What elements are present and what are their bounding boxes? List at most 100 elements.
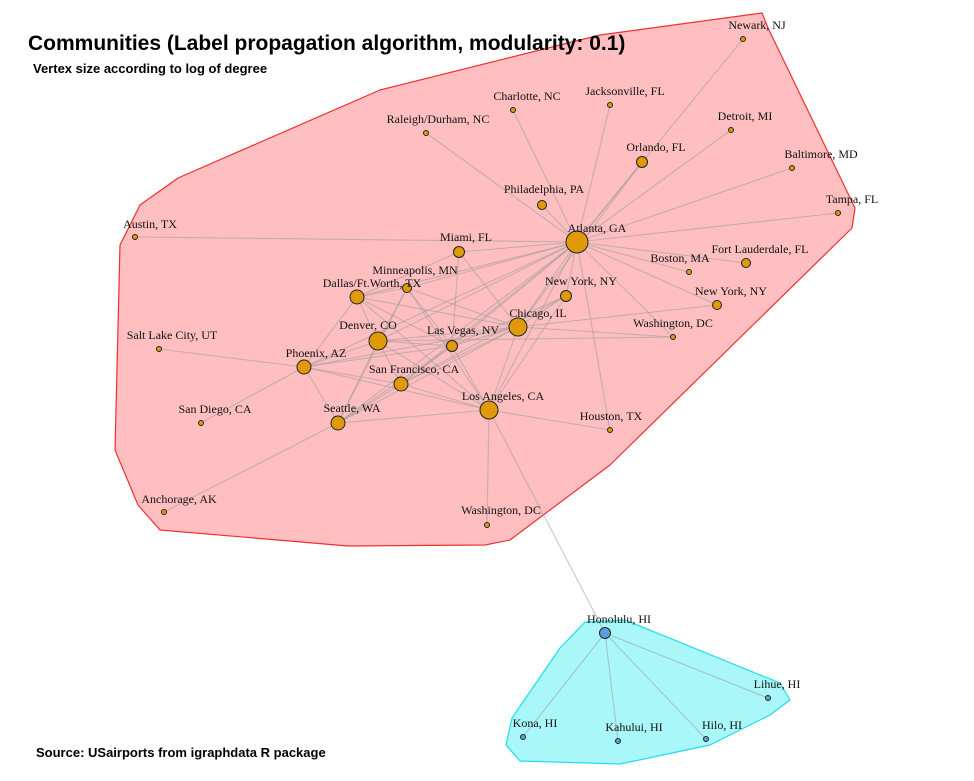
edge-lax-jfk	[488, 295, 567, 411]
edge-dfw-las	[356, 296, 453, 347]
node-aus[interactable]	[132, 234, 138, 240]
node-jfk[interactable]	[560, 290, 572, 302]
node-msp[interactable]	[402, 283, 412, 293]
nodes-layer	[132, 36, 841, 744]
edge-atl-rdu	[425, 132, 578, 243]
edge-atl-dca	[576, 241, 674, 338]
node-lax[interactable]	[479, 400, 499, 420]
node-label-clt: Charlotte, NC	[493, 89, 560, 103]
node-fll[interactable]	[741, 258, 751, 268]
edge-hnl-ogg	[604, 632, 619, 742]
node-label-ito: Hilo, HI	[702, 718, 742, 732]
node-koa[interactable]	[520, 734, 526, 740]
edge-chi-msp	[406, 287, 519, 328]
node-label-lax: Los Angeles, CA	[462, 389, 545, 403]
edge-chi-jfk	[517, 295, 567, 328]
edge-chi-lax	[488, 326, 519, 411]
node-rdu[interactable]	[423, 130, 429, 136]
node-atl[interactable]	[565, 230, 589, 254]
node-tpa[interactable]	[835, 210, 841, 216]
edge-dfw-msp	[356, 287, 408, 298]
node-chi[interactable]	[508, 317, 528, 337]
node-iah[interactable]	[607, 427, 613, 433]
node-label-anc: Anchorage, AK	[141, 492, 217, 506]
edge-atl-phx	[303, 241, 578, 368]
node-ogg[interactable]	[615, 738, 621, 744]
edge-las-msp	[406, 287, 453, 347]
node-label-dtw: Detroit, MI	[718, 109, 773, 123]
node-label-iad: Washington, DC	[461, 503, 541, 517]
node-label-iah: Houston, TX	[580, 409, 643, 423]
node-label-lga: New York, NY	[695, 284, 767, 298]
edge-lax-den	[377, 340, 490, 411]
node-dtw[interactable]	[728, 127, 734, 133]
edge-chi-mia	[458, 251, 519, 328]
source-note: Source: USairports from igraphdata R pac…	[36, 745, 326, 760]
edge-atl-lga	[576, 241, 718, 306]
edge-lax-iah	[488, 409, 611, 431]
edge-atl-bos	[576, 241, 690, 273]
node-label-fll: Fort Lauderdale, FL	[712, 242, 809, 256]
node-las[interactable]	[446, 340, 458, 352]
edge-lax-sfo	[400, 383, 490, 411]
node-bwi[interactable]	[789, 165, 795, 171]
edge-lax-las	[451, 345, 490, 411]
node-label-slc: Salt Lake City, UT	[127, 328, 218, 342]
node-label-mia: Miami, FL	[440, 230, 492, 244]
community-hull-mainland	[114, 12, 856, 547]
node-anc[interactable]	[161, 509, 167, 515]
node-jax[interactable]	[607, 102, 613, 108]
edge-atl-fll	[576, 241, 747, 264]
node-mia[interactable]	[453, 246, 465, 258]
node-label-bos: Boston, MA	[650, 251, 710, 265]
edge-phx-sfo	[303, 366, 402, 385]
node-label-msp: Minneapolis, MN	[372, 263, 458, 277]
node-san[interactable]	[198, 420, 204, 426]
node-dfw[interactable]	[349, 289, 365, 305]
node-iad[interactable]	[484, 522, 490, 528]
edge-chi-phx	[303, 326, 519, 368]
node-label-tpa: Tampa, FL	[826, 192, 878, 206]
node-label-phl: Philadelphia, PA	[504, 182, 585, 196]
node-label-dca: Washington, DC	[633, 316, 713, 330]
chart-title: Communities (Label propagation algorithm…	[28, 32, 625, 55]
edge-sea-msp	[337, 287, 408, 424]
edge-phx-san	[200, 366, 305, 424]
node-ewr[interactable]	[740, 36, 746, 42]
edge-hnl-ito	[604, 632, 707, 740]
node-label-lih: Lihue, HI	[754, 677, 801, 691]
edge-atl-jax	[576, 104, 611, 243]
node-ito[interactable]	[703, 736, 709, 742]
node-label-san: San Diego, CA	[179, 402, 252, 416]
edge-atl-tpa	[576, 212, 839, 243]
node-label-ewr: Newark, NJ	[728, 18, 786, 32]
edge-atl-clt	[512, 109, 578, 243]
node-lga[interactable]	[712, 300, 722, 310]
node-lih[interactable]	[765, 695, 771, 701]
node-label-sea: Seattle, WA	[323, 401, 380, 415]
node-label-rdu: Raleigh/Durham, NC	[387, 112, 490, 126]
edge-atl-dtw	[576, 129, 732, 243]
edge-atl-dfw	[356, 241, 578, 298]
node-bos[interactable]	[686, 269, 692, 275]
edge-hnl-koa	[522, 632, 606, 738]
edge-chi-sea	[337, 326, 519, 424]
node-phl[interactable]	[537, 200, 547, 210]
node-slc[interactable]	[156, 346, 162, 352]
edge-dfw-phx	[303, 296, 358, 368]
edge-las-mia	[451, 251, 460, 347]
node-label-jax: Jacksonville, FL	[585, 84, 664, 98]
node-clt[interactable]	[510, 107, 516, 113]
edge-sea-anc	[163, 422, 339, 513]
node-sea[interactable]	[330, 415, 346, 431]
node-den[interactable]	[368, 331, 388, 351]
node-mco[interactable]	[636, 156, 648, 168]
node-dca[interactable]	[670, 334, 676, 340]
edge-atl-aus	[134, 236, 578, 243]
node-phx[interactable]	[296, 359, 312, 375]
edge-lax-dfw	[356, 296, 490, 411]
node-label-den: Denver, CO	[339, 318, 397, 332]
node-hnl[interactable]	[599, 627, 611, 639]
node-sfo[interactable]	[393, 376, 409, 392]
